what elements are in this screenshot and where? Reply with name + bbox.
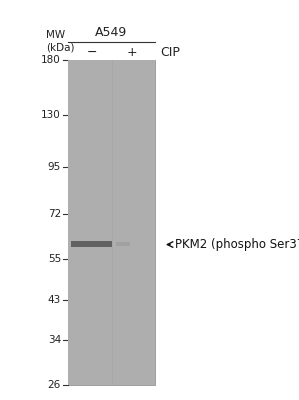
Text: 72: 72 (48, 209, 61, 219)
Text: 43: 43 (48, 296, 61, 306)
Text: 34: 34 (48, 335, 61, 345)
Text: 180: 180 (41, 55, 61, 65)
Text: 130: 130 (41, 110, 61, 120)
Text: 26: 26 (48, 380, 61, 390)
Text: 55: 55 (48, 254, 61, 264)
Text: CIP: CIP (160, 46, 180, 58)
Text: 95: 95 (48, 162, 61, 172)
Text: MW
(kDa): MW (kDa) (46, 30, 74, 52)
Text: −: − (86, 46, 97, 58)
Text: A549: A549 (95, 26, 128, 38)
Text: PKM2 (phospho Ser37): PKM2 (phospho Ser37) (175, 238, 299, 251)
Text: +: + (126, 46, 137, 58)
Bar (68, 60, 155, 385)
